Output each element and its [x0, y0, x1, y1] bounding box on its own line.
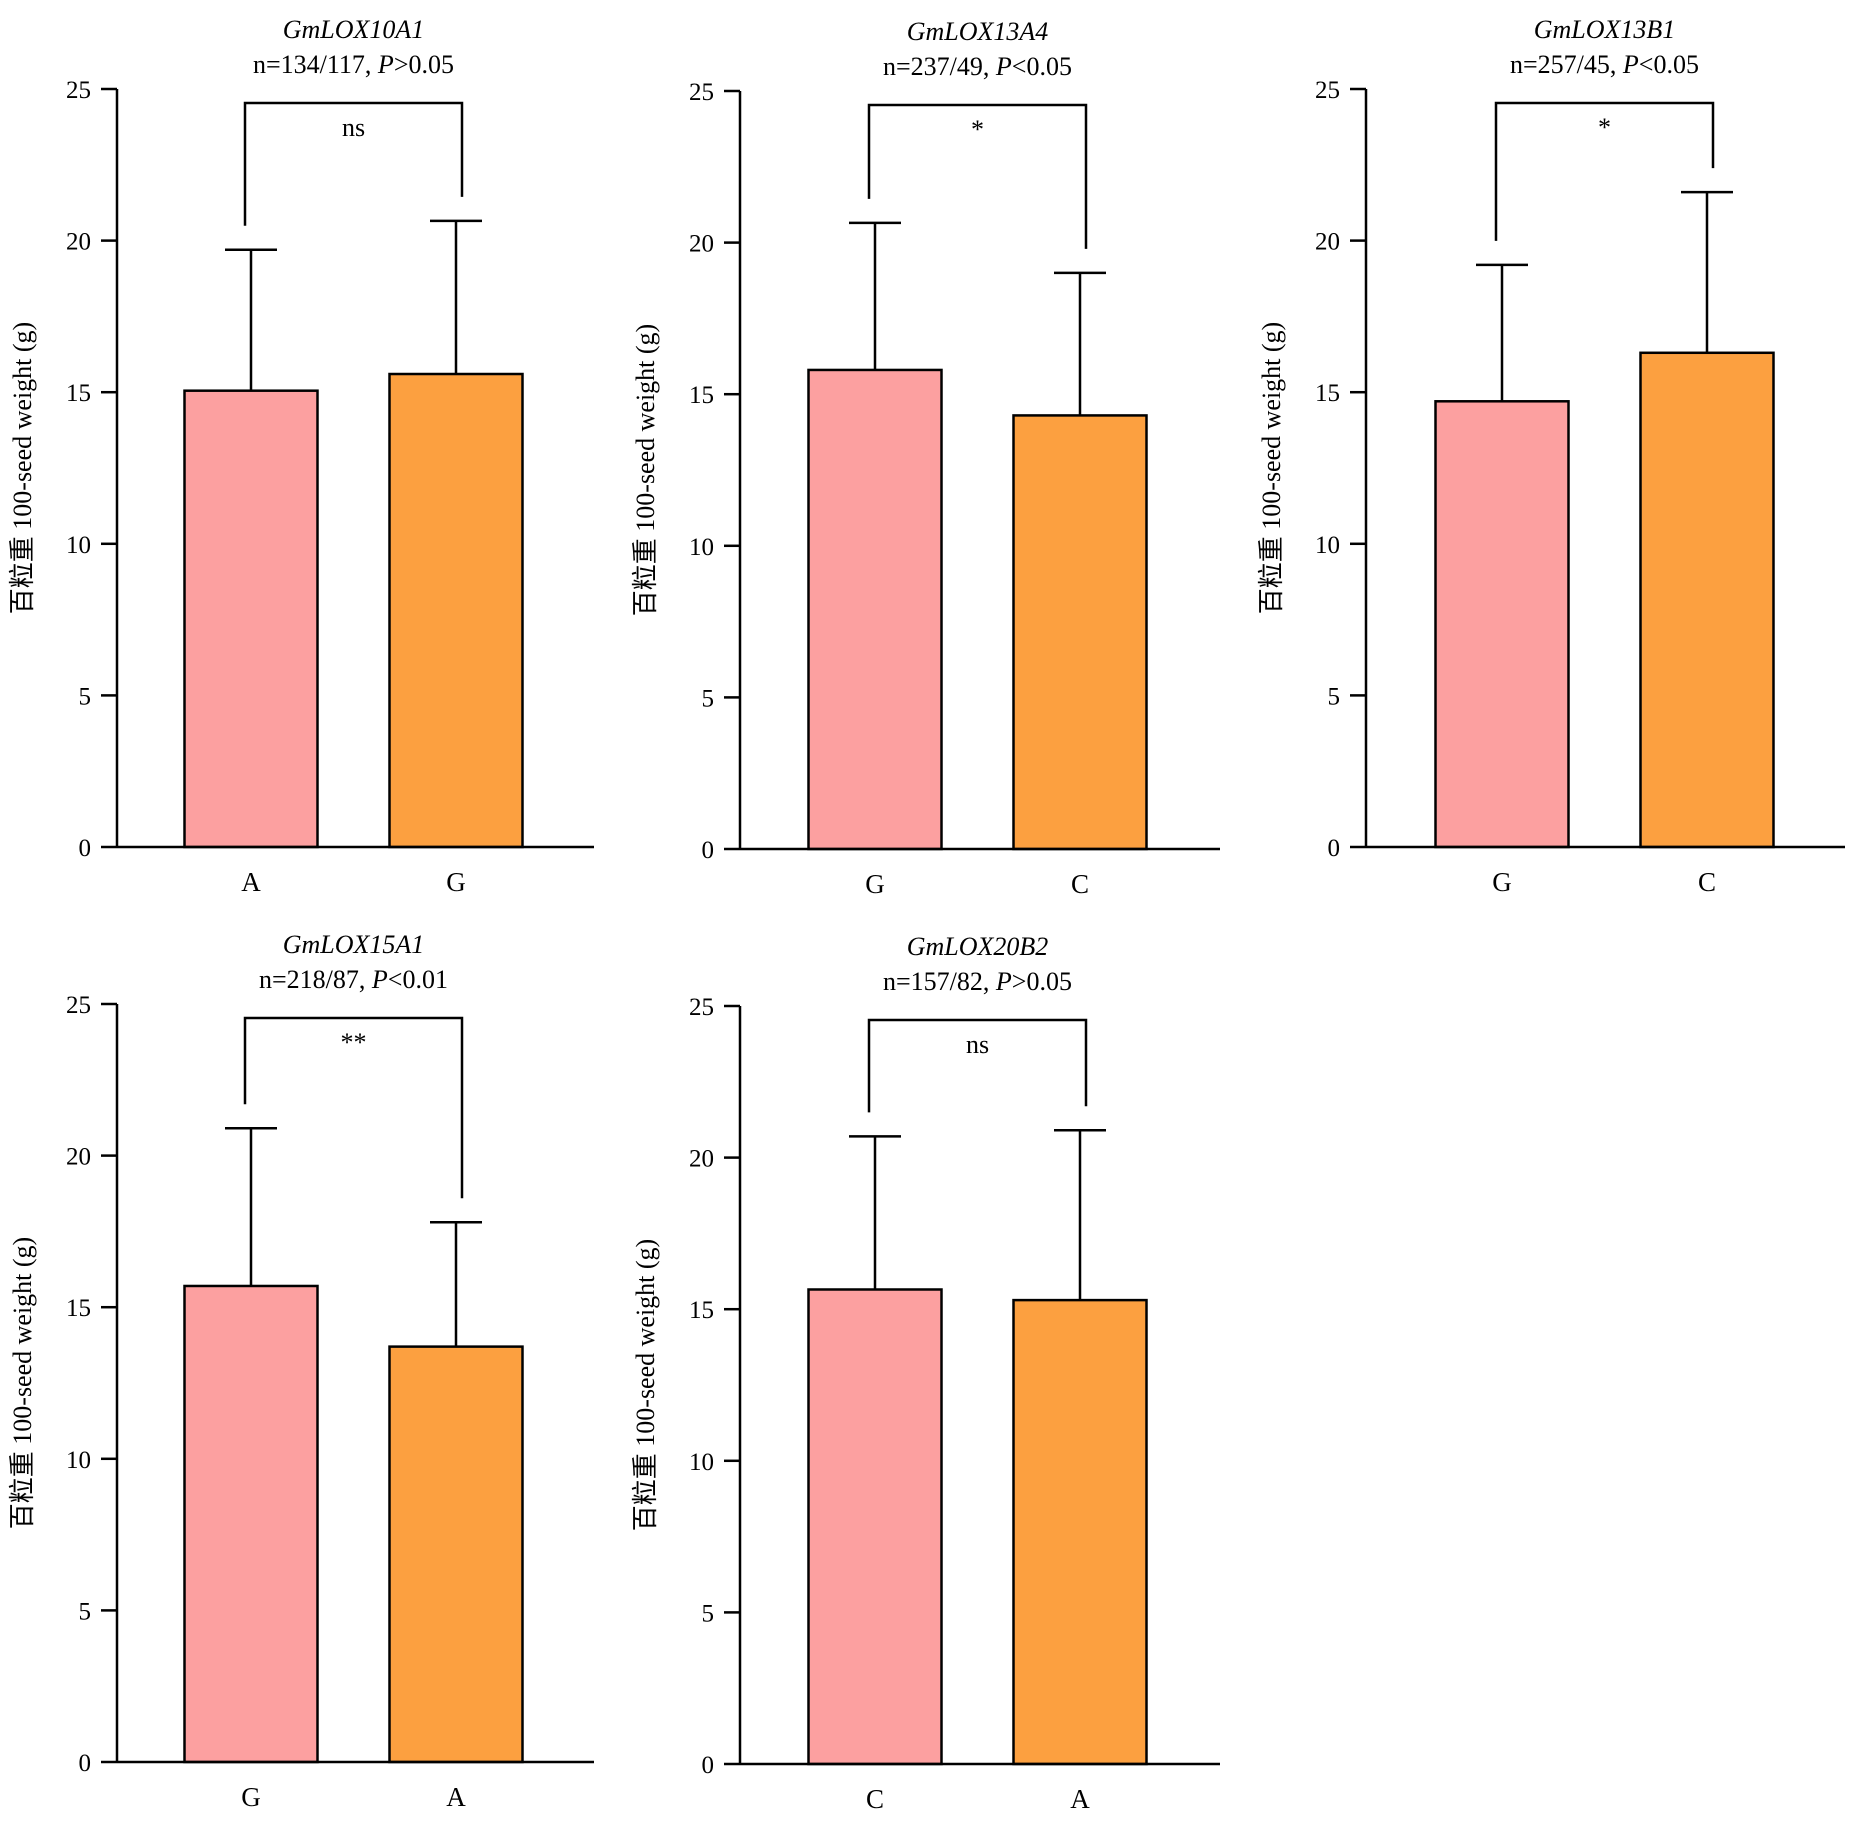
y-tick-label: 15 — [66, 1295, 91, 1322]
y-tick-label: 25 — [1315, 77, 1340, 104]
x-tick-label-C: C — [1071, 869, 1089, 899]
chart-panel-3: GmLOX13B1 n=257/45, P<0.05 百粒重 100-seed we… — [1257, 15, 1845, 897]
chart-subtitle: n=257/45, P<0.05 — [1510, 50, 1699, 79]
y-tick-label: 25 — [689, 994, 714, 1021]
y-tick-label: 20 — [66, 229, 91, 256]
subtitle-p-value: <0.05 — [1012, 52, 1072, 81]
y-tick-label: 20 — [66, 1144, 91, 1171]
x-tick-label-A: A — [1070, 1784, 1090, 1814]
x-tick-label-C: C — [866, 1784, 884, 1814]
chart-panel-5: GmLOX20B2 n=157/82, P>0.05 百粒重 100-seed we… — [631, 932, 1220, 1814]
chart-subtitle: n=218/87, P<0.01 — [259, 965, 448, 994]
bar-G — [807, 368, 943, 851]
y-tick-label: 0 — [702, 837, 715, 864]
chart-panel-1: GmLOX10A1 n=134/117, P>0.05 百粒重 100-seed w… — [8, 15, 594, 897]
y-tick-label: 5 — [702, 685, 715, 712]
y-tick-label: 10 — [689, 534, 714, 561]
y-tick-label: 5 — [79, 1598, 92, 1625]
significance-label: * — [1598, 113, 1611, 142]
y-tick-label: 20 — [689, 231, 714, 258]
bar-C — [1012, 414, 1148, 851]
y-tick-label: 20 — [689, 1146, 714, 1173]
y-tick-label: 10 — [66, 532, 91, 559]
y-tick-label: 5 — [1328, 683, 1341, 710]
significance-label: ns — [342, 113, 365, 142]
subtitle-p-symbol: P — [371, 965, 388, 994]
chart-subtitle: n=237/49, P<0.05 — [883, 52, 1072, 81]
y-tick-label: 20 — [1315, 229, 1340, 256]
chart-title: GmLOX20B2 — [907, 932, 1049, 961]
y-tick-label: 0 — [1328, 835, 1341, 862]
subtitle-p-symbol: P — [995, 967, 1012, 996]
x-tick-label-A: A — [446, 1782, 466, 1812]
bar-G — [1434, 400, 1570, 849]
x-tick-label-G: G — [865, 869, 885, 899]
y-tick-label: 25 — [66, 77, 91, 104]
y-tick-label: 15 — [689, 382, 714, 409]
bar-G — [388, 372, 524, 849]
subtitle-n: n=134/117, — [253, 50, 378, 79]
subtitle-n: n=157/82, — [883, 967, 996, 996]
y-axis-label: 百粒重 100-seed weight (g) — [631, 324, 660, 616]
significance-bracket — [243, 101, 464, 226]
y-axis-label: 百粒重 100-seed weight (g) — [8, 322, 37, 614]
y-tick-label: 15 — [66, 380, 91, 407]
y-tick-label: 5 — [79, 683, 92, 710]
y-tick-label: 25 — [66, 992, 91, 1019]
significance-label: ns — [966, 1030, 989, 1059]
chart-subtitle: n=134/117, P>0.05 — [253, 50, 454, 79]
subtitle-p-value: >0.05 — [1012, 967, 1072, 996]
chart-panel-2: GmLOX13A4 n=237/49, P<0.05 百粒重 100-seed we… — [631, 17, 1220, 899]
y-tick-label: 25 — [689, 79, 714, 106]
y-tick-label: 15 — [689, 1297, 714, 1324]
subtitle-p-value: <0.01 — [388, 965, 448, 994]
x-tick-label-G: G — [1492, 867, 1512, 897]
subtitle-p-symbol: P — [1622, 50, 1639, 79]
y-axis-label: 百粒重 100-seed weight (g) — [631, 1239, 660, 1531]
y-tick-label: 15 — [1315, 380, 1340, 407]
subtitle-p-value: <0.05 — [1639, 50, 1699, 79]
bar-A — [1012, 1298, 1148, 1766]
y-tick-label: 0 — [702, 1752, 715, 1779]
significance-bracket — [1494, 101, 1715, 241]
x-tick-label-G: G — [446, 867, 466, 897]
subtitle-p-symbol: P — [377, 50, 394, 79]
chart-panel-4: GmLOX15A1 n=218/87, P<0.01 百粒重 100-seed we… — [8, 930, 594, 1812]
y-axis-label: 百粒重 100-seed weight (g) — [1257, 322, 1286, 614]
bar-G — [183, 1284, 319, 1764]
subtitle-n: n=237/49, — [883, 52, 996, 81]
subtitle-n: n=218/87, — [259, 965, 372, 994]
significance-label: ** — [341, 1028, 367, 1057]
x-tick-label-C: C — [1698, 867, 1716, 897]
y-axis-label: 百粒重 100-seed weight (g) — [8, 1237, 37, 1529]
chart-subtitle: n=157/82, P>0.05 — [883, 967, 1072, 996]
y-tick-label: 0 — [79, 835, 92, 862]
significance-bracket — [867, 103, 1088, 249]
chart-title: GmLOX13B1 — [1534, 15, 1676, 44]
chart-title: GmLOX10A1 — [283, 15, 425, 44]
subtitle-p-value: >0.05 — [394, 50, 454, 79]
subtitle-p-symbol: P — [995, 52, 1012, 81]
y-tick-label: 10 — [66, 1447, 91, 1474]
significance-label: * — [971, 115, 984, 144]
chart-title: GmLOX13A4 — [907, 17, 1049, 46]
x-tick-label-G: G — [241, 1782, 261, 1812]
significance-bracket — [243, 1016, 464, 1199]
chart-title: GmLOX15A1 — [283, 930, 425, 959]
y-tick-label: 0 — [79, 1750, 92, 1777]
y-tick-label: 5 — [702, 1600, 715, 1627]
y-tick-label: 10 — [689, 1449, 714, 1476]
x-tick-label-A: A — [241, 867, 261, 897]
bar-C — [1639, 351, 1775, 849]
significance-bracket — [867, 1018, 1088, 1113]
y-tick-label: 10 — [1315, 532, 1340, 559]
bar-A — [183, 389, 319, 849]
bar-A — [388, 1345, 524, 1764]
subtitle-n: n=257/45, — [1510, 50, 1623, 79]
bar-C — [807, 1288, 943, 1766]
